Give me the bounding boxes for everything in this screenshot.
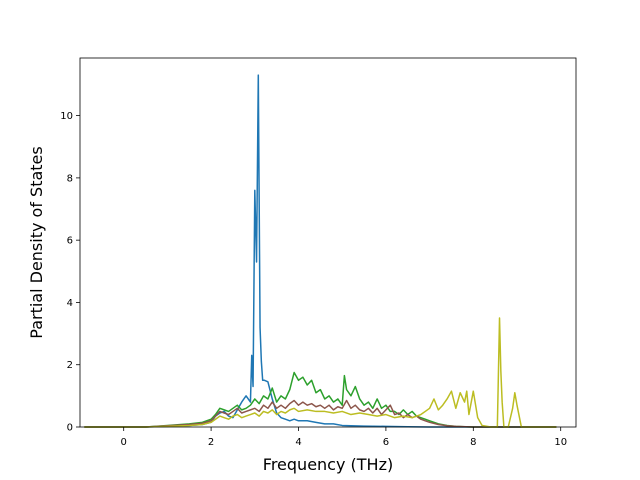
x-tick-label: 6 <box>383 437 389 448</box>
x-tick-label: 0 <box>121 437 127 448</box>
x-tick-label: 8 <box>470 437 476 448</box>
series-line-2 <box>84 371 557 428</box>
x-axis-ticks: 0 2 4 6 8 10 <box>121 427 567 448</box>
y-tick-label: 8 <box>67 173 73 184</box>
y-tick-label: 2 <box>67 360 73 371</box>
series-line-3 <box>84 399 557 428</box>
y-tick-label: 10 <box>60 111 73 122</box>
x-tick-label: 2 <box>208 437 214 448</box>
y-axis-label: Partial Density of States <box>27 146 46 338</box>
x-tick-label: 4 <box>295 437 301 448</box>
axes-frame <box>79 57 577 428</box>
y-tick-label: 6 <box>67 236 73 247</box>
y-tick-label: 0 <box>67 423 73 434</box>
y-axis-ticks: 0 2 4 6 8 10 <box>60 111 80 434</box>
plot-area <box>80 58 576 427</box>
x-tick-label: 10 <box>554 437 567 448</box>
y-tick-label: 4 <box>67 298 73 309</box>
x-axis-label: Frequency (THz) <box>263 455 393 474</box>
